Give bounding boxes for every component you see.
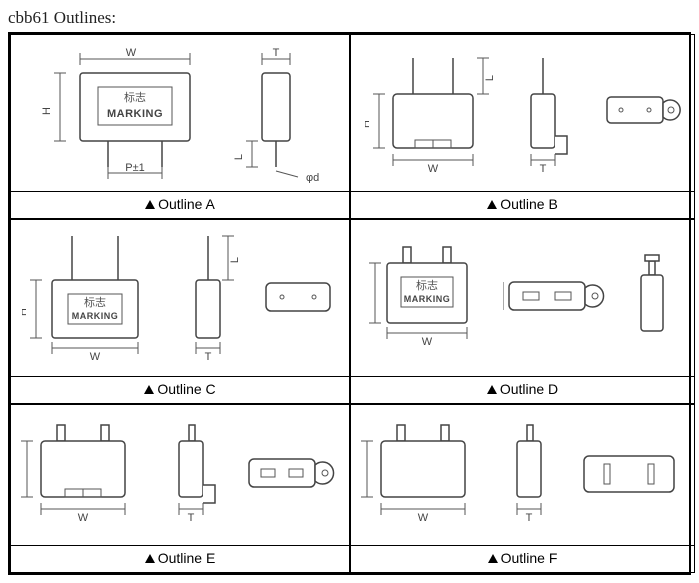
svg-text:H: H bbox=[357, 468, 360, 476]
outline-f-diagram: H W T bbox=[351, 405, 694, 545]
svg-text:T: T bbox=[526, 512, 533, 524]
svg-text:H: H bbox=[17, 468, 20, 476]
svg-text:P±1: P±1 bbox=[125, 162, 145, 174]
outline-c-front-icon: 标志 MARKING H W bbox=[22, 228, 162, 368]
outline-d-diagram: 标志 MARKING H W T bbox=[351, 220, 694, 376]
triangle-icon bbox=[487, 200, 497, 209]
svg-text:标志: 标志 bbox=[124, 90, 146, 104]
outline-d-side-icon bbox=[631, 253, 681, 343]
outline-cell-e: H W T bbox=[10, 404, 350, 573]
outline-a-caption: Outline A bbox=[11, 191, 349, 218]
outline-c-side-icon: L T bbox=[180, 228, 240, 368]
page-title: cbb61 Outlines: bbox=[8, 8, 691, 28]
svg-text:H: H bbox=[365, 120, 372, 128]
svg-text:L: L bbox=[234, 154, 245, 160]
svg-text:H: H bbox=[41, 107, 53, 115]
outline-d-front-icon: 标志 MARKING H W bbox=[365, 233, 485, 363]
triangle-icon bbox=[145, 554, 155, 563]
outline-f-caption: Outline F bbox=[351, 545, 694, 572]
outline-b-top-icon bbox=[601, 83, 681, 143]
svg-text:W: W bbox=[126, 47, 137, 59]
outline-cell-a: W H 标志 MARKING P±1 bbox=[10, 34, 350, 219]
outline-e-front-icon: H W bbox=[17, 415, 147, 535]
svg-text:标志: 标志 bbox=[416, 278, 438, 292]
svg-text:W: W bbox=[421, 336, 432, 348]
svg-text:T: T bbox=[273, 47, 280, 59]
svg-text:T: T bbox=[205, 351, 212, 363]
outline-f-front-icon: H W bbox=[357, 415, 487, 535]
outline-c-caption: Outline C bbox=[11, 376, 349, 403]
svg-text:W: W bbox=[90, 351, 101, 363]
outlines-grid: W H 标志 MARKING P±1 bbox=[8, 32, 691, 575]
svg-text:L: L bbox=[484, 75, 495, 81]
outline-b-side-icon: T bbox=[513, 48, 583, 178]
outline-f-top-icon bbox=[578, 446, 688, 504]
outline-e-caption: Outline E bbox=[11, 545, 349, 572]
svg-text:W: W bbox=[427, 163, 438, 175]
outline-cell-b: H W L T bbox=[350, 34, 695, 219]
outline-a-side-icon: T L φd bbox=[234, 43, 324, 183]
outline-e-side-icon: T bbox=[165, 415, 225, 535]
outline-cell-f: H W T Outline F bbox=[350, 404, 695, 573]
outline-f-side-icon: T bbox=[505, 415, 560, 535]
outline-d-top-icon: T bbox=[503, 268, 613, 328]
outline-cell-d: 标志 MARKING H W T bbox=[350, 219, 695, 404]
outline-b-diagram: H W L T bbox=[351, 35, 694, 191]
outline-d-caption: Outline D bbox=[351, 376, 694, 403]
svg-text:MARKING: MARKING bbox=[107, 108, 163, 120]
svg-text:MARKING: MARKING bbox=[403, 294, 450, 304]
svg-text:H: H bbox=[365, 292, 368, 300]
svg-text:H: H bbox=[22, 308, 29, 316]
outline-a-front-icon: W H 标志 MARKING P±1 bbox=[36, 43, 216, 183]
outline-cell-c: 标志 MARKING H W L bbox=[10, 219, 350, 404]
svg-text:L: L bbox=[229, 257, 240, 263]
triangle-icon bbox=[487, 385, 497, 394]
outline-a-diagram: W H 标志 MARKING P±1 bbox=[11, 35, 349, 191]
outline-c-top-icon bbox=[258, 273, 338, 323]
outline-e-top-icon bbox=[243, 445, 343, 505]
outline-e-diagram: H W T bbox=[11, 405, 349, 545]
svg-text:W: W bbox=[418, 512, 429, 524]
svg-text:T: T bbox=[188, 512, 195, 524]
triangle-icon bbox=[488, 554, 498, 563]
outline-b-caption: Outline B bbox=[351, 191, 694, 218]
svg-text:标志: 标志 bbox=[84, 295, 106, 309]
triangle-icon bbox=[145, 200, 155, 209]
svg-text:W: W bbox=[78, 512, 89, 524]
svg-text:φd: φd bbox=[306, 172, 319, 183]
outline-b-front-icon: H W L bbox=[365, 48, 495, 178]
svg-text:MARKING: MARKING bbox=[72, 311, 119, 321]
triangle-icon bbox=[144, 385, 154, 394]
svg-text:T: T bbox=[539, 163, 546, 175]
outline-c-diagram: 标志 MARKING H W L bbox=[11, 220, 349, 376]
